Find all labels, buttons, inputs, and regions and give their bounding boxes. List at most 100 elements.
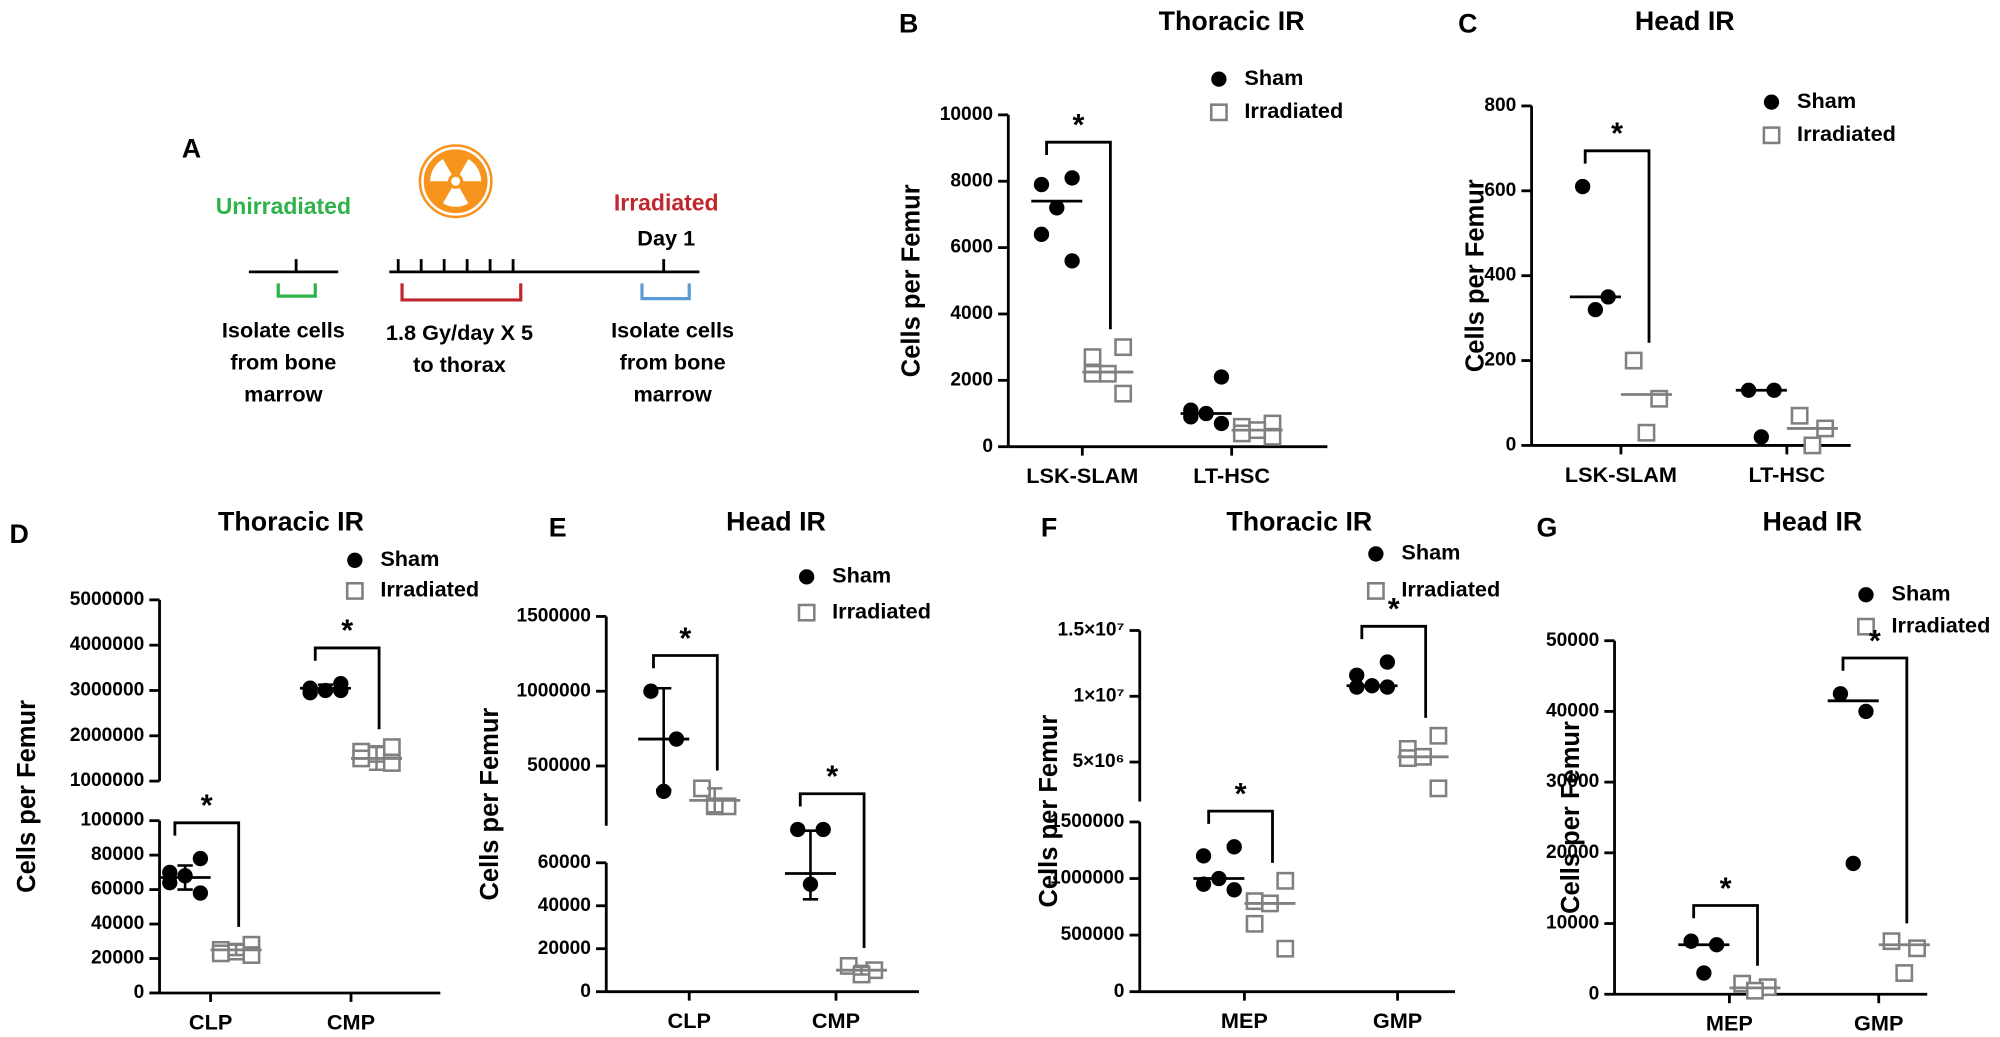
legend-label: Irradiated	[1797, 121, 1896, 146]
data-point	[1114, 338, 1133, 357]
y-axis-label: Cells per Femur	[13, 700, 41, 893]
y-tick-label: 500000	[527, 755, 591, 776]
data-point	[1213, 369, 1230, 385]
error-bar	[317, 683, 334, 694]
y-tick-label: 2000000	[70, 725, 144, 746]
chart-panel: F Thoracic IR 0 500000 1000000 1500000 5×10⁶ 1×…	[1035, 506, 1500, 1033]
data-point	[1429, 779, 1448, 798]
data-point	[1195, 848, 1212, 864]
bracket	[640, 283, 691, 301]
error-bar	[228, 943, 244, 957]
data-point	[1624, 351, 1643, 370]
legend-marker	[1209, 103, 1228, 122]
data-point	[1574, 178, 1591, 195]
y-tick-label: 0	[1506, 434, 1517, 455]
significance-bracket	[1692, 904, 1759, 966]
y-tick-label: 1500000	[516, 606, 590, 627]
data-point	[1195, 876, 1212, 892]
data-point	[1232, 424, 1251, 443]
significance-bracket	[313, 646, 381, 730]
y-tick-label: 1000000	[70, 770, 144, 791]
y-tick-label: 0	[1589, 983, 1600, 1004]
data-point	[1083, 348, 1102, 367]
panel-label: B	[899, 9, 918, 39]
legend-marker	[1857, 617, 1875, 636]
y-tick-label: 200	[1484, 350, 1516, 371]
significance-bracket	[1045, 140, 1112, 330]
legend-label: Sham	[1244, 65, 1303, 90]
data-point	[1832, 686, 1849, 702]
x-tick-label: MEP	[1221, 1008, 1268, 1033]
data-point	[1114, 384, 1133, 403]
y-tick-label: 1.5×10⁷	[1058, 620, 1125, 641]
y-tick-label: 3000000	[70, 680, 144, 701]
chart-title: Head IR	[1762, 506, 1862, 536]
y-tick-label: 800	[1484, 95, 1516, 116]
data-point	[1790, 406, 1809, 425]
significance-label: *	[1073, 108, 1085, 142]
y-axis-label: Cells per Femur	[1461, 179, 1489, 372]
data-point	[656, 783, 672, 800]
legend-label: Irradiated	[832, 598, 931, 623]
data-point	[1064, 170, 1080, 186]
panel-label: E	[549, 513, 567, 543]
significance-label: *	[679, 621, 691, 655]
data-point	[1746, 981, 1764, 1000]
x-tick-label: GMP	[1854, 1011, 1903, 1036]
data-point	[1683, 933, 1699, 949]
significance-bracket	[173, 821, 241, 927]
y-tick-label: 20000	[91, 948, 144, 969]
data-point	[1908, 939, 1926, 958]
y-tick-label: 40000	[538, 895, 591, 916]
significance-bracket	[1583, 149, 1651, 343]
panel-label: C	[1458, 9, 1477, 39]
y-tick-label: 10000	[940, 104, 993, 125]
data-point	[1803, 436, 1822, 455]
data-point	[1858, 703, 1874, 720]
error-bar	[802, 829, 819, 901]
legend-label: Irradiated	[1401, 577, 1500, 602]
chart-title: Head IR	[726, 506, 826, 536]
data-point	[192, 850, 209, 867]
legend-marker	[1763, 94, 1780, 110]
x-tick-label: LSK-SLAM	[1026, 463, 1138, 488]
x-tick-label: LSK-SLAM	[1565, 462, 1677, 487]
legend-marker	[345, 581, 364, 600]
step-text: marrow	[633, 381, 711, 406]
y-tick-label: 0	[580, 981, 591, 1002]
y-axis-label: Cells per Femur	[1557, 721, 1585, 914]
chart-title: Thoracic IR	[218, 506, 364, 536]
chart-title: Thoracic IR	[1226, 506, 1372, 536]
significance-label: *	[1388, 592, 1400, 626]
y-tick-label: 600	[1484, 180, 1516, 201]
chart-panel: C Head IR 0 200 400 600 800 Cells per Femur LSK-…	[1458, 6, 1896, 487]
legend-marker	[797, 603, 816, 622]
step-text: from bone	[620, 349, 726, 374]
x-tick-label: GMP	[1373, 1008, 1422, 1033]
x-tick-label: CMP	[327, 1009, 375, 1034]
panel-label: F	[1041, 513, 1057, 543]
step-text: from bone	[230, 349, 336, 374]
bracket	[400, 283, 523, 302]
legend-label: Irradiated	[1244, 98, 1343, 123]
day-label: Day 1	[637, 226, 695, 251]
chart-title: Thoracic IR	[1159, 6, 1305, 36]
y-axis-label: Cells per Femur	[476, 708, 504, 901]
y-tick-label: 1000000	[516, 680, 590, 701]
data-point	[815, 821, 831, 838]
y-axis-label: Cells per Femur	[897, 184, 925, 377]
data-point	[1637, 423, 1656, 442]
data-point	[1349, 667, 1365, 683]
legend-label: Sham	[832, 563, 891, 588]
significance-label: *	[826, 760, 838, 794]
x-tick-label: CMP	[812, 1008, 860, 1033]
legend-marker	[1366, 581, 1385, 600]
legend-label: Irradiated	[1892, 612, 1991, 637]
significance-bracket	[1360, 624, 1428, 718]
legend-marker	[347, 552, 363, 568]
y-tick-label: 50000	[1546, 630, 1599, 651]
panel-label: G	[1536, 513, 1557, 543]
data-point	[1429, 726, 1448, 745]
y-tick-label: 2000	[950, 369, 993, 390]
x-tick-label: CLP	[189, 1009, 232, 1034]
